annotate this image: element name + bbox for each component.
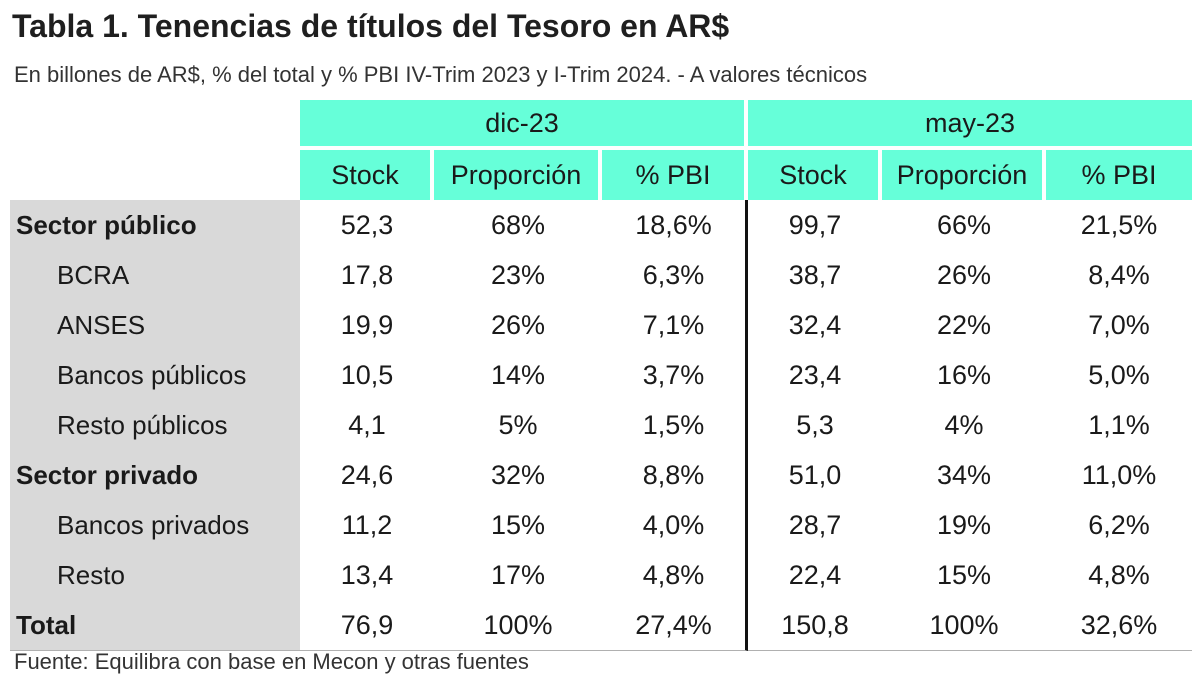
table-cell: 1,1% <box>1088 409 1150 440</box>
table-cell: 10,5 <box>340 359 394 390</box>
period-header-dic-23: dic-23 <box>300 100 749 150</box>
page-title: Tabla 1. Tenencias de títulos del Tesoro… <box>12 8 730 44</box>
table-cell: 13,4 <box>340 559 394 590</box>
column-header: Proporción <box>882 150 1047 200</box>
table-cell: 28,7 <box>788 509 842 540</box>
corner-cell <box>10 150 300 200</box>
table-cell: 5,0% <box>1088 359 1150 390</box>
table-cell: 27,4% <box>602 600 749 651</box>
row-label: BCRA <box>10 250 300 300</box>
table-row: BCRA 17,8 23% 6,3% 38,7 26% 8,4% <box>10 250 1192 300</box>
table-cell: 26% <box>936 259 992 290</box>
table-cell: 52,3 <box>340 209 394 240</box>
table-cell: 17,8 <box>340 259 394 290</box>
table-cell: 11,0% <box>1081 459 1157 490</box>
table-cell: 100% <box>434 600 602 651</box>
table-cell: 38,7 <box>788 259 842 290</box>
table-cell: 4% <box>944 409 984 440</box>
column-header: % PBI <box>1046 150 1193 200</box>
table-cell: 22,4 <box>788 559 842 590</box>
table-cell: 22% <box>936 309 992 340</box>
table-cell: 99,7 <box>788 209 842 240</box>
table-row: Resto públicos 4,1 5% 1,5% 5,3 4% 1,1% <box>10 400 1192 450</box>
table-cell: 14% <box>490 359 546 390</box>
column-header-row: Stock Proporción % PBI Stock Proporción … <box>10 150 1193 200</box>
table-cell: 15% <box>936 559 992 590</box>
column-header: Proporción <box>434 150 602 200</box>
row-label: Sector público <box>10 200 300 250</box>
table-cell: 4,0% <box>602 500 749 550</box>
table-cell: 23% <box>490 259 546 290</box>
table-cell: 26% <box>490 309 546 340</box>
column-header: Stock <box>300 150 434 200</box>
period-header-may-23: may-23 <box>748 100 1193 150</box>
table-cell: 16% <box>936 359 992 390</box>
page-subtitle: En billones de AR$, % del total y % PBI … <box>14 62 868 87</box>
table-cell: 4,1 <box>348 409 386 440</box>
table-cell: 32% <box>490 459 546 490</box>
table-cell: 68% <box>490 209 546 240</box>
table-cell: 8,8% <box>602 450 749 500</box>
row-label: Resto <box>10 550 300 600</box>
table-cell: 6,2% <box>1088 509 1150 540</box>
column-header: Stock <box>748 150 883 200</box>
table-cell: 17% <box>490 559 546 590</box>
table-cell: 5% <box>498 409 538 440</box>
period-header-row: dic-23 may-23 <box>10 100 1193 150</box>
table-cell: 32,6% <box>1046 600 1193 651</box>
table-cell: 19,9 <box>340 309 394 340</box>
table-cell: 34% <box>936 459 992 490</box>
table-row: Sector privado 24,6 32% 8,8% 51,0 34% 11,0% <box>10 450 1192 500</box>
table-body: Sector público 52,3 68% 18,6% 99,7 66% 21,5% BC… <box>10 200 1193 651</box>
table-cell: 7,1% <box>602 300 749 350</box>
table-cell: 3,7% <box>602 350 749 400</box>
row-label: Resto públicos <box>10 400 300 450</box>
table-cell: 15% <box>490 509 546 540</box>
table-cell: 21,5% <box>1080 209 1158 240</box>
table-row: Bancos privados 11,2 15% 4,0% 28,7 19% 6,2% <box>10 500 1192 550</box>
table-cell: 76,9 <box>300 600 434 651</box>
row-label: ANSES <box>10 300 300 350</box>
table-cell: 32,4 <box>788 309 842 340</box>
corner-cell <box>10 100 300 150</box>
table-cell: 24,6 <box>340 459 394 490</box>
table-cell: 66% <box>936 209 992 240</box>
table-cell: 7,0% <box>1088 309 1150 340</box>
table-row: Resto 13,4 17% 4,8% 22,4 15% 4,8% <box>10 550 1192 600</box>
table-cell: 51,0 <box>788 459 842 490</box>
table-row: Total 76,9 100% 27,4% 150,8 100% 32,6% <box>10 600 1193 651</box>
table-row: Bancos públicos 10,5 14% 3,7% 23,4 16% 5,0% <box>10 350 1192 400</box>
row-label: Sector privado <box>10 450 300 500</box>
table-cell: 150,8 <box>748 600 883 651</box>
table-cell: 8,4% <box>1088 259 1150 290</box>
table-cell: 23,4 <box>788 359 842 390</box>
table-cell: 4,8% <box>602 550 749 600</box>
column-header: % PBI <box>602 150 749 200</box>
row-label: Bancos públicos <box>10 350 300 400</box>
table-cell: 11,2 <box>341 509 393 540</box>
source-note: Fuente: Equilibra con base en Mecon y ot… <box>14 649 529 674</box>
table-cell: 100% <box>882 600 1047 651</box>
table-cell: 4,8% <box>1088 559 1150 590</box>
holdings-table: dic-23 may-23 Stock Proporción % PBI Sto… <box>10 100 1193 651</box>
table-cell: 5,3 <box>796 409 834 440</box>
row-label: Bancos privados <box>10 500 300 550</box>
table-cell: 6,3% <box>602 250 749 300</box>
table-row: Sector público 52,3 68% 18,6% 99,7 66% 21,5% <box>10 200 1192 250</box>
table-cell: 18,6% <box>602 200 749 250</box>
table-cell: 1,5% <box>602 400 749 450</box>
table-row: ANSES 19,9 26% 7,1% 32,4 22% 7,0% <box>10 300 1192 350</box>
row-label: Total <box>10 600 300 651</box>
table-cell: 19% <box>936 509 992 540</box>
